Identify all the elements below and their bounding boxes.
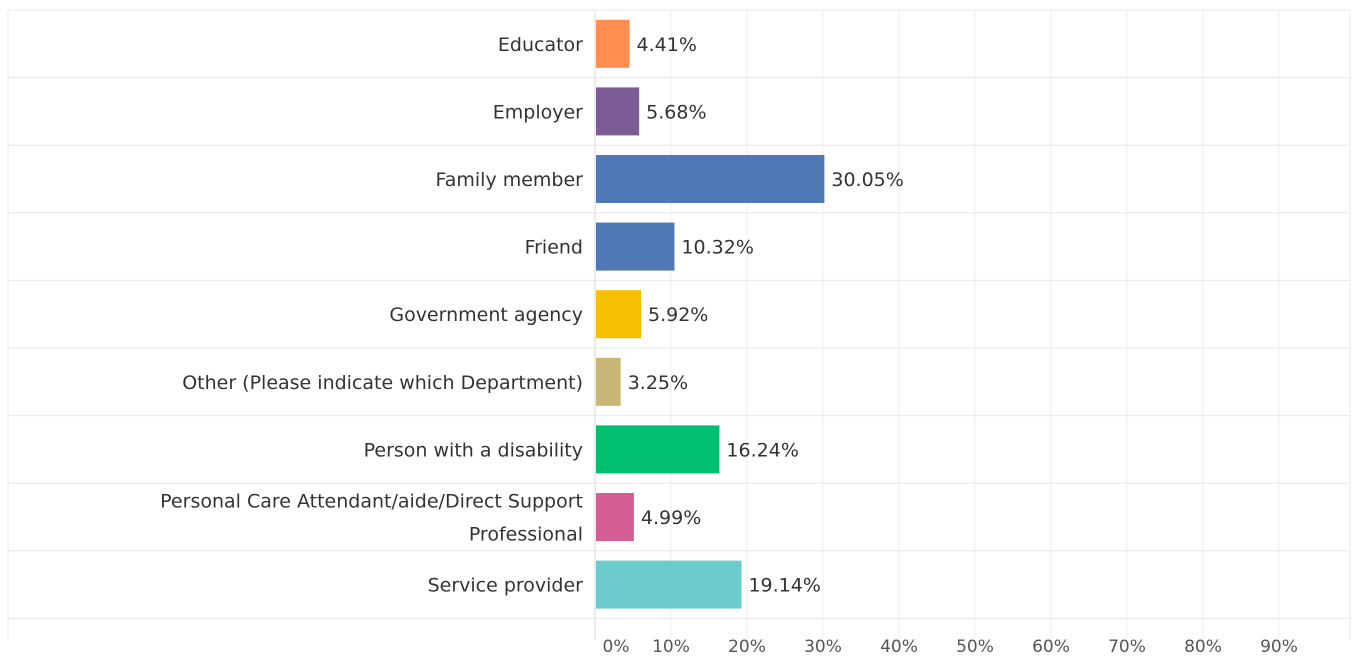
category-label: Employer: [493, 101, 583, 123]
data-label: 4.99%: [641, 507, 701, 529]
data-label: 5.92%: [648, 304, 708, 326]
category-label: Other (Please indicate which Department): [182, 372, 583, 394]
bar: [596, 560, 742, 609]
category-label: Friend: [525, 237, 583, 259]
x-tick-label: 50%: [956, 637, 994, 657]
data-label: 19.14%: [748, 575, 820, 597]
bar: [596, 19, 630, 68]
category-label: Person with a disability: [364, 439, 583, 461]
bar: [596, 290, 641, 339]
category-label: Personal Care Attendant/aide/Direct Supp…: [160, 491, 583, 546]
data-label: 10.32%: [681, 237, 753, 259]
data-label: 3.25%: [628, 372, 688, 394]
bar: [596, 493, 634, 541]
category-label: Service provider: [428, 575, 584, 597]
data-label: 4.41%: [637, 34, 697, 56]
x-tick-label: 0%: [603, 637, 630, 657]
x-tick-label: 40%: [880, 637, 918, 657]
data-label: 16.24%: [726, 439, 798, 461]
category-label: Family member: [436, 169, 584, 191]
x-tick-label: 20%: [728, 637, 766, 657]
bar: [596, 425, 720, 474]
x-tick-label: 80%: [1184, 637, 1222, 657]
data-label: 5.68%: [646, 101, 706, 123]
x-tick-label: 60%: [1032, 637, 1070, 657]
bar: [596, 357, 621, 406]
bar: [596, 155, 825, 203]
category-label: Government agency: [389, 304, 583, 326]
x-tick-label: 10%: [652, 637, 690, 657]
x-tick-label: 90%: [1260, 637, 1298, 657]
bar: [596, 87, 640, 136]
data-label: 30.05%: [831, 169, 903, 191]
category-label: Educator: [498, 34, 583, 56]
bar: [596, 222, 675, 271]
x-tick-label: 30%: [804, 637, 842, 657]
x-tick-label: 70%: [1108, 637, 1146, 657]
